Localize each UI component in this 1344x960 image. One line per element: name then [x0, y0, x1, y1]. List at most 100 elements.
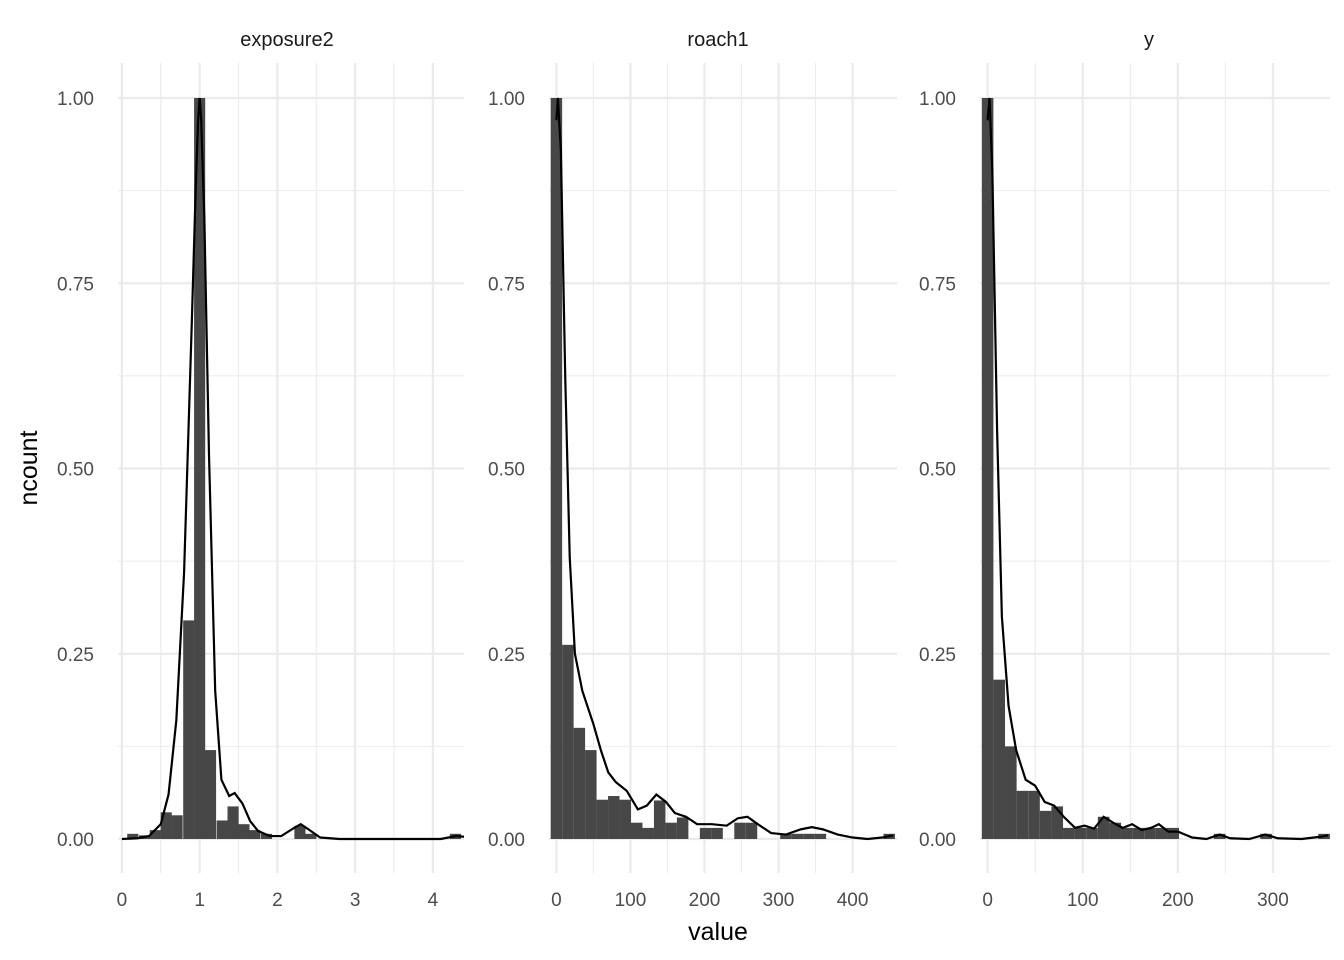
histogram-bar [981, 98, 994, 839]
y-tick-labels-y: 0.00 0.25 0.50 0.75 1.00 [919, 89, 956, 851]
histogram-bar [745, 822, 758, 839]
x-tick-label: 0 [551, 890, 562, 911]
histogram-bar [160, 812, 172, 839]
histogram-bar [1097, 816, 1110, 839]
histogram-bar [260, 833, 273, 839]
histogram-bar [149, 830, 161, 839]
y-tick-labels-exposure2: 0.00 0.25 0.50 0.75 1.00 [57, 89, 94, 851]
histogram-bar [585, 750, 597, 839]
histogram-bar [183, 620, 195, 839]
histogram-bar [1039, 810, 1052, 839]
y-tick-label: 0.75 [57, 274, 94, 295]
histogram-bar [294, 825, 306, 839]
x-tick-label: 400 [837, 890, 869, 911]
x-tick-labels-roach1: 0 100 200 300 400 [551, 890, 868, 911]
x-tick-label: 200 [689, 890, 721, 911]
histogram-bar [573, 727, 586, 839]
histogram-bar [1051, 806, 1064, 839]
histogram-bar [631, 822, 643, 839]
x-tick-label: 0 [982, 890, 993, 911]
y-tick-label: 0.00 [488, 830, 525, 851]
y-tick-label: 1.00 [919, 89, 956, 110]
x-tick-label: 200 [1162, 890, 1194, 911]
histogram-bar [1028, 790, 1040, 839]
facet-title-y: y [1144, 29, 1154, 51]
histogram-bar [1144, 827, 1156, 839]
y-tick-label: 0.50 [488, 460, 525, 481]
histogram-bar [204, 750, 217, 839]
facet-title-roach1: roach1 [687, 29, 748, 51]
histogram-bar [1005, 746, 1017, 839]
histogram-bar [596, 799, 609, 839]
histogram-bar [1121, 827, 1133, 839]
histogram-bar [619, 799, 632, 839]
y-tick-label: 0.00 [919, 830, 956, 851]
y-tick-label: 0.50 [57, 460, 94, 481]
x-tick-label: 300 [1257, 890, 1289, 911]
histogram-bar [550, 98, 563, 839]
histogram-bar [1086, 827, 1098, 839]
histogram-bar [1063, 827, 1075, 839]
x-tick-labels-y: 0 100 200 300 [982, 890, 1288, 911]
histogram-bar [993, 679, 1006, 839]
y-tick-label: 1.00 [488, 89, 525, 110]
histogram-bar [653, 800, 666, 839]
histogram-bar [803, 833, 815, 839]
y-tick-labels-roach1: 0.00 0.25 0.50 0.75 1.00 [488, 89, 525, 851]
x-tick-label: 2 [272, 890, 283, 911]
x-tick-label: 300 [763, 890, 795, 911]
y-tick-label: 0.75 [488, 274, 525, 295]
y-tick-label: 0.25 [488, 645, 525, 666]
histogram-bar [194, 98, 206, 839]
y-tick-label: 0.75 [919, 274, 956, 295]
density-curve-y [986, 97, 1329, 841]
x-tick-label: 100 [615, 890, 647, 911]
histogram-bar [1016, 790, 1029, 839]
histogram-bar [608, 796, 620, 839]
histogram-bar [305, 833, 317, 839]
y-axis-title: ncount [15, 430, 43, 505]
histogram-bar [1074, 827, 1087, 839]
histogram-bar [1155, 827, 1168, 839]
density-curve-exposure2 [121, 97, 465, 841]
histogram-bar [734, 822, 746, 839]
histogram-bar [1132, 827, 1145, 839]
y-tick-label: 0.25 [919, 645, 956, 666]
histogram-bar [1109, 822, 1122, 839]
histogram-bar [665, 822, 677, 839]
histogram-bar [227, 806, 239, 839]
histogram-bar [127, 833, 139, 839]
x-tick-label: 4 [428, 890, 439, 911]
histogram-bar [1167, 827, 1180, 839]
histogram-bars-y [981, 98, 1330, 839]
histogram-bar [1213, 833, 1226, 839]
histogram-bar [238, 824, 250, 839]
y-tick-label: 1.00 [57, 89, 94, 110]
histogram-bar [814, 833, 827, 839]
x-tick-label: 1 [194, 890, 205, 911]
facet-roach1: roach1 0.00 0.25 0.50 0.75 1.00 0 100 200 300 40… [488, 29, 897, 911]
histogram-bar [249, 830, 261, 839]
facet-y: y 0.00 0.25 0.50 0.75 1.00 0 100 200 300 [919, 29, 1330, 911]
histogram-bar [562, 644, 574, 839]
y-tick-label: 0.00 [57, 830, 94, 851]
x-tick-label: 0 [117, 890, 128, 911]
histogram-bar [642, 827, 654, 839]
histogram-bar [676, 817, 689, 839]
y-tick-label: 0.50 [919, 460, 956, 481]
facet-exposure2: exposure2 0.00 0.25 0.50 0.75 1.00 0 1 2 3 4 [57, 29, 465, 911]
histogram-bar [711, 827, 723, 839]
histogram-bar [791, 833, 804, 839]
histogram-bar [216, 820, 228, 839]
histogram-bar [1260, 833, 1272, 839]
facet-title-exposure2: exposure2 [240, 29, 333, 51]
x-tick-labels-exposure2: 0 1 2 3 4 [117, 890, 439, 911]
density-curve-roach1 [555, 97, 894, 841]
x-axis-title: value [688, 918, 748, 946]
histogram-bars-roach1 [550, 98, 895, 839]
histogram-bar [780, 833, 792, 839]
histogram-bar [171, 815, 183, 839]
x-tick-label: 3 [350, 890, 361, 911]
